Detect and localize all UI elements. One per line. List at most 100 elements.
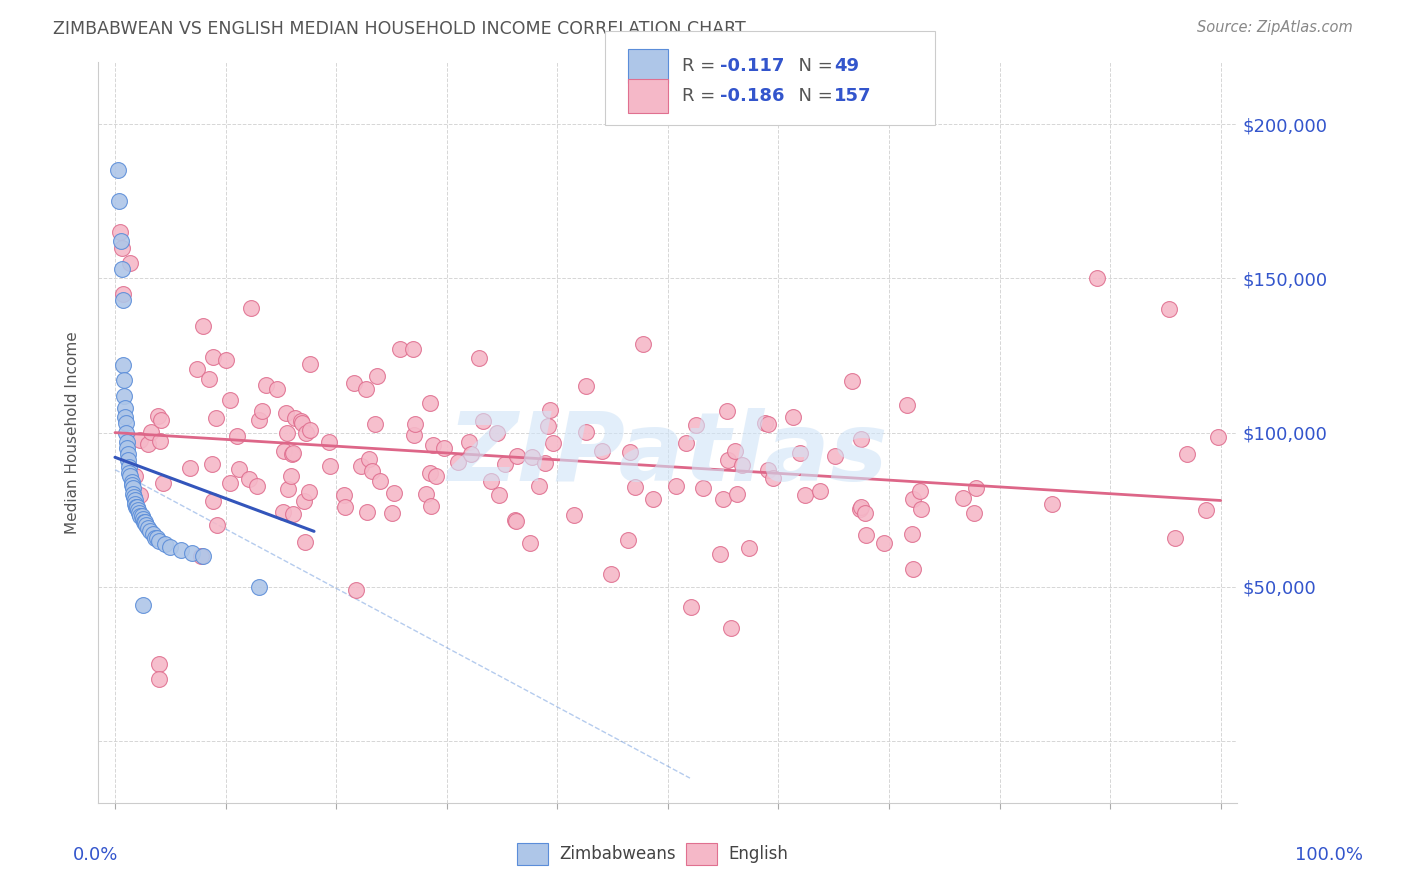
Point	[128, 506, 150, 520]
Point	[855, 528, 877, 542]
Point	[1040, 497, 1063, 511]
Point	[782, 409, 804, 424]
Point	[290, 414, 312, 428]
Point	[793, 488, 815, 502]
Point	[150, 412, 173, 426]
Point	[692, 482, 714, 496]
Point	[486, 426, 509, 441]
Point	[415, 487, 437, 501]
Point	[619, 444, 641, 458]
Point	[238, 472, 260, 486]
Point	[824, 449, 846, 463]
Point	[132, 515, 155, 529]
Point	[108, 194, 131, 209]
Point	[382, 486, 405, 500]
Point	[240, 301, 263, 315]
Text: English: English	[728, 845, 789, 863]
Point	[908, 483, 931, 498]
Point	[143, 531, 166, 545]
Point	[488, 488, 510, 502]
Point	[115, 425, 138, 440]
Point	[720, 621, 742, 635]
Point	[181, 546, 204, 560]
Point	[148, 657, 170, 671]
Point	[402, 427, 425, 442]
Point	[872, 536, 894, 550]
Point	[370, 474, 392, 488]
Point	[851, 432, 873, 446]
Point	[283, 446, 305, 460]
Point	[112, 389, 135, 403]
Point	[149, 434, 172, 448]
Point	[250, 404, 273, 418]
Point	[425, 469, 447, 483]
Point	[139, 425, 162, 439]
Point	[617, 533, 640, 547]
Point	[633, 337, 655, 351]
Point	[361, 464, 384, 478]
Point	[319, 458, 342, 473]
Point	[447, 455, 470, 469]
Text: N =: N =	[787, 57, 839, 75]
Point	[432, 441, 454, 455]
Point	[207, 517, 229, 532]
Point	[136, 521, 159, 535]
Point	[738, 541, 761, 556]
Point	[1208, 430, 1230, 444]
Point	[111, 240, 134, 255]
Text: N =: N =	[787, 87, 839, 105]
Point	[419, 466, 441, 480]
Point	[527, 479, 550, 493]
Point	[108, 225, 131, 239]
Point	[118, 459, 141, 474]
Point	[193, 549, 215, 563]
Point	[294, 425, 316, 440]
Point	[538, 403, 561, 417]
Point	[468, 351, 491, 365]
Point	[404, 417, 426, 431]
Point	[129, 433, 152, 447]
Point	[333, 500, 356, 514]
Point	[494, 457, 516, 471]
Text: -0.186: -0.186	[720, 87, 785, 105]
Point	[120, 468, 142, 483]
Point	[254, 378, 277, 392]
Point	[762, 471, 785, 485]
Text: Zimbabweans: Zimbabweans	[560, 845, 676, 863]
Point	[388, 342, 411, 356]
Point	[641, 491, 664, 506]
Point	[575, 379, 598, 393]
Point	[716, 404, 738, 418]
Point	[114, 410, 136, 425]
Point	[218, 476, 240, 491]
Text: 100.0%: 100.0%	[1295, 846, 1362, 863]
Point	[281, 447, 304, 461]
Point	[170, 542, 193, 557]
Point	[505, 514, 527, 528]
Point	[298, 484, 321, 499]
Point	[709, 547, 731, 561]
Point	[853, 506, 876, 520]
Point	[402, 342, 425, 356]
Point	[139, 524, 162, 539]
Point	[201, 350, 224, 364]
Point	[963, 506, 986, 520]
Point	[562, 508, 585, 523]
Point	[115, 434, 138, 449]
Point	[1085, 271, 1108, 285]
Point	[350, 458, 373, 473]
Point	[225, 429, 247, 443]
Point	[756, 417, 779, 431]
Point	[665, 479, 688, 493]
Point	[756, 463, 779, 477]
Point	[152, 475, 174, 490]
Point	[186, 361, 208, 376]
Point	[575, 425, 598, 440]
Point	[332, 488, 354, 502]
Point	[127, 502, 149, 516]
Point	[112, 286, 135, 301]
Point	[117, 447, 139, 461]
Point	[422, 438, 444, 452]
Point	[129, 508, 152, 523]
Point	[910, 502, 932, 516]
